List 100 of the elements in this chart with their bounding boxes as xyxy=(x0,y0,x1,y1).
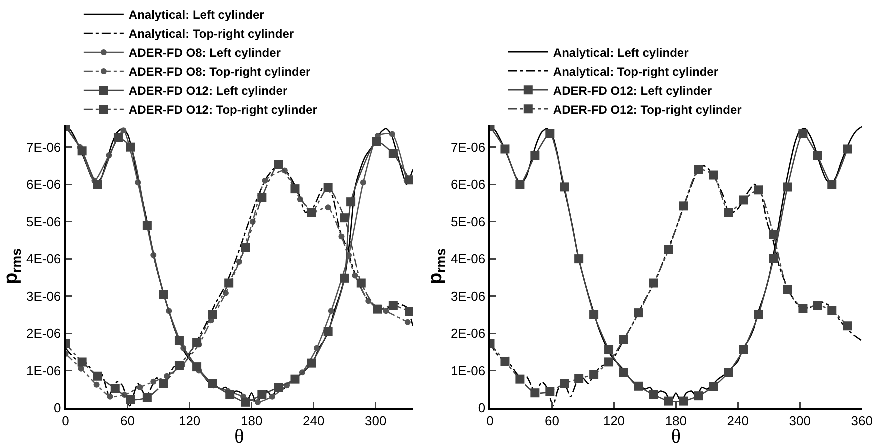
point xyxy=(258,390,267,400)
legend-label: Analytical: Top-right cylinder xyxy=(128,27,294,42)
point xyxy=(388,150,398,159)
x-axis-title: θ xyxy=(234,426,244,448)
point xyxy=(78,146,87,156)
point xyxy=(664,245,674,254)
point xyxy=(783,285,792,294)
point xyxy=(126,142,136,152)
point xyxy=(769,230,778,240)
y-tick-label: 0 xyxy=(478,400,486,416)
point xyxy=(798,304,808,314)
point xyxy=(389,131,396,138)
y-tick-label: 6E-06 xyxy=(26,177,62,192)
point xyxy=(546,387,555,396)
point xyxy=(307,358,316,368)
point xyxy=(620,335,629,344)
point xyxy=(813,301,822,310)
x-tick-label: 60 xyxy=(120,414,136,429)
point xyxy=(270,394,276,400)
point xyxy=(769,254,778,264)
point xyxy=(208,310,218,320)
point xyxy=(126,395,136,404)
point xyxy=(843,144,852,154)
point xyxy=(828,180,837,190)
y-tick-label: 1E-06 xyxy=(450,363,486,378)
point xyxy=(137,384,144,391)
point xyxy=(78,358,87,367)
point xyxy=(107,394,114,400)
point xyxy=(224,278,234,288)
legend-label: ADER-FD O12: Top-right cylinder xyxy=(128,103,318,118)
point xyxy=(120,128,127,134)
point xyxy=(192,362,202,372)
point xyxy=(546,129,555,138)
x-tick-label: 240 xyxy=(302,414,325,429)
point xyxy=(388,301,398,310)
point xyxy=(500,356,510,366)
point xyxy=(724,368,734,378)
y-tick-label: 2E-06 xyxy=(26,326,62,342)
legend-label: Analytical: Left cylinder xyxy=(128,8,265,22)
legend-label: ADER-FD O12: Left cylinder xyxy=(128,84,288,98)
point xyxy=(346,198,356,207)
point xyxy=(352,272,358,279)
point xyxy=(142,393,152,402)
point xyxy=(307,208,316,218)
y-tick-label: 1E-06 xyxy=(26,363,62,378)
legend-label: ADER-FD O8: Left cylinder xyxy=(128,46,282,60)
point xyxy=(679,202,688,211)
point xyxy=(754,186,764,195)
x-tick-label: 300 xyxy=(365,414,387,429)
point xyxy=(93,372,102,381)
point xyxy=(241,243,250,252)
x-tick-label: 120 xyxy=(178,414,201,429)
point xyxy=(208,379,218,388)
point xyxy=(843,322,852,331)
point xyxy=(604,358,614,367)
point xyxy=(574,254,584,264)
point xyxy=(255,399,262,406)
legend-label: Analytical: Left cylinder xyxy=(553,46,690,60)
x-axis-title: θ xyxy=(671,426,681,448)
point xyxy=(274,383,284,392)
point xyxy=(709,382,718,392)
point xyxy=(150,378,157,385)
point xyxy=(516,180,525,190)
y-tick-label: 3E-06 xyxy=(26,288,62,304)
point xyxy=(405,176,414,185)
point xyxy=(664,396,674,406)
y-tick-label: 5E-06 xyxy=(26,214,62,230)
y-tick-label: 2E-06 xyxy=(450,326,486,342)
point xyxy=(290,374,300,384)
point xyxy=(516,374,525,384)
x-tick-label: 240 xyxy=(727,414,749,429)
point xyxy=(560,379,570,388)
y-tick-label: 7E-06 xyxy=(450,140,486,155)
point xyxy=(828,306,837,315)
x-tick-label: 180 xyxy=(665,414,688,429)
point xyxy=(110,384,120,394)
point xyxy=(724,208,734,218)
point xyxy=(93,180,102,190)
x-tick-label: 120 xyxy=(603,414,626,429)
point xyxy=(314,345,320,352)
point xyxy=(694,392,704,401)
point xyxy=(574,374,584,384)
legend-label: ADER-FD O12: Top-right cylinder xyxy=(553,102,742,117)
legend-label: ADER-FD O8: Top-right cylinder xyxy=(128,65,312,80)
point xyxy=(590,310,599,320)
point xyxy=(560,182,570,192)
point xyxy=(404,319,411,326)
point xyxy=(356,278,366,288)
y-tick-label: 6E-06 xyxy=(450,177,486,192)
point xyxy=(739,196,748,205)
point xyxy=(340,214,350,223)
x-tick-label: 300 xyxy=(789,414,811,429)
x-tick-label: 360 xyxy=(851,414,873,429)
point xyxy=(634,308,644,318)
point xyxy=(590,370,599,379)
point xyxy=(709,170,718,180)
point xyxy=(174,361,184,370)
y-tick-label: 4E-06 xyxy=(26,252,62,267)
point xyxy=(530,151,540,160)
point xyxy=(649,278,658,288)
